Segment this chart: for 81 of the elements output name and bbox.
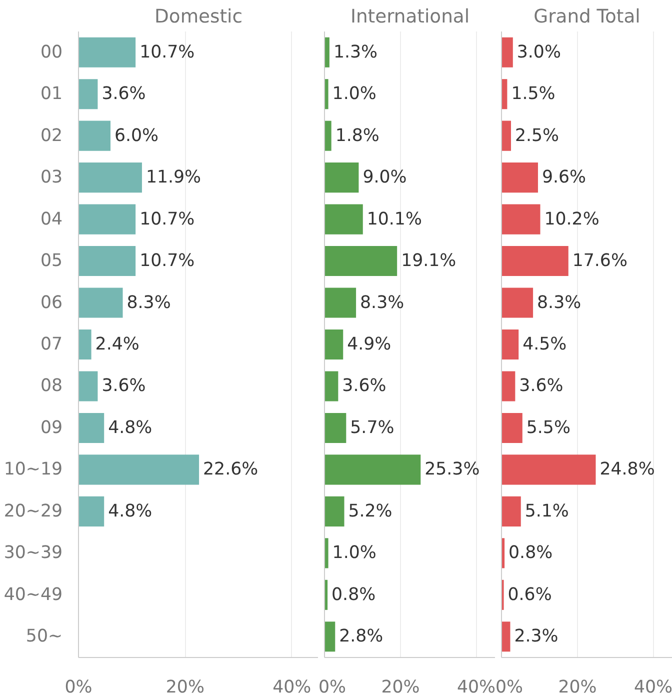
data-label: 2.4% xyxy=(95,334,140,354)
y-tick-label: 06 xyxy=(40,292,63,313)
data-label: 3.6% xyxy=(342,376,386,396)
bar xyxy=(78,496,104,526)
x-tick-label: 40% xyxy=(634,678,672,698)
x-tick-label: 0% xyxy=(496,678,523,698)
data-label: 5.5% xyxy=(526,418,570,438)
bar xyxy=(78,120,110,151)
x-tick-label: 20% xyxy=(381,678,420,698)
chart-title: International xyxy=(350,6,470,28)
data-label: 1.3% xyxy=(333,42,378,62)
data-label: 17.6% xyxy=(572,251,628,272)
data-label: 4.8% xyxy=(108,501,152,522)
data-label: 5.2% xyxy=(348,501,392,522)
x-tick-label: 20% xyxy=(166,678,204,698)
data-label: 3.0% xyxy=(516,42,561,62)
data-label: 4.8% xyxy=(108,418,152,438)
data-label: 9.6% xyxy=(542,168,586,188)
y-tick-label: 09 xyxy=(40,418,63,438)
bar xyxy=(78,329,92,360)
data-label: 0.6% xyxy=(508,584,552,605)
y-tick-label: 03 xyxy=(40,168,63,188)
y-tick-label: 07 xyxy=(40,334,63,354)
bar xyxy=(78,37,136,68)
data-label: 24.8% xyxy=(600,460,655,480)
data-label: 0.8% xyxy=(508,543,553,564)
y-tick-label: 50~ xyxy=(26,626,63,647)
data-label: 1.0% xyxy=(332,543,376,564)
data-label: 1.5% xyxy=(511,84,556,104)
data-label: 10.7% xyxy=(140,209,195,230)
bar xyxy=(78,454,200,485)
bar xyxy=(78,162,142,193)
y-tick-label: 00 xyxy=(40,42,63,62)
data-label: 6.0% xyxy=(114,126,159,146)
data-label: 4.5% xyxy=(522,334,567,354)
y-tick-label: 08 xyxy=(40,376,63,396)
chart-title: Domestic xyxy=(154,6,242,28)
data-label: 1.0% xyxy=(332,84,376,104)
data-label: 4.9% xyxy=(347,334,392,354)
y-tick-label: 01 xyxy=(40,84,63,104)
chart-title: Grand Total xyxy=(534,6,640,28)
bar xyxy=(78,204,136,234)
x-tick-label: 0% xyxy=(318,678,346,698)
data-label: 10.7% xyxy=(140,42,195,62)
data-label: 8.3% xyxy=(537,292,582,313)
data-label: 10.2% xyxy=(544,209,600,230)
y-tick-label: 05 xyxy=(40,251,63,272)
data-label: 25.3% xyxy=(424,460,480,480)
data-label: 3.6% xyxy=(102,84,146,104)
data-label: 3.6% xyxy=(102,376,146,396)
y-tick-label: 40~49 xyxy=(4,584,63,605)
data-label: 5.7% xyxy=(350,418,394,438)
bar xyxy=(78,288,123,318)
data-label: 2.3% xyxy=(514,626,558,647)
data-label: 19.1% xyxy=(401,251,456,272)
x-tick-label: 40% xyxy=(272,678,312,698)
data-label: 11.9% xyxy=(146,168,202,188)
data-label: 2.5% xyxy=(515,126,560,146)
bar xyxy=(78,246,136,276)
x-tick-label: 40% xyxy=(456,678,496,698)
data-label: 8.3% xyxy=(360,292,404,313)
x-tick-label: 20% xyxy=(558,678,597,698)
y-tick-label: 04 xyxy=(40,209,63,230)
data-label: 0.8% xyxy=(332,584,376,605)
y-tick-label: 10~19 xyxy=(4,460,63,480)
bar xyxy=(78,371,98,402)
data-label: 1.8% xyxy=(335,126,380,146)
bar xyxy=(78,412,104,443)
data-label: 10.7% xyxy=(140,251,195,272)
data-label: 2.8% xyxy=(339,626,384,647)
data-label: 9.0% xyxy=(362,168,407,188)
data-label: 10.1% xyxy=(366,209,422,230)
x-tick-label: 0% xyxy=(64,678,92,698)
bar xyxy=(78,79,98,110)
data-label: 8.3% xyxy=(126,292,171,313)
y-tick-label: 20~29 xyxy=(4,501,63,522)
y-tick-label: 02 xyxy=(40,126,63,146)
data-label: 3.6% xyxy=(519,376,564,396)
data-label: 22.6% xyxy=(203,460,258,480)
data-label: 5.1% xyxy=(524,501,569,522)
y-tick-label: 30~39 xyxy=(4,543,63,564)
